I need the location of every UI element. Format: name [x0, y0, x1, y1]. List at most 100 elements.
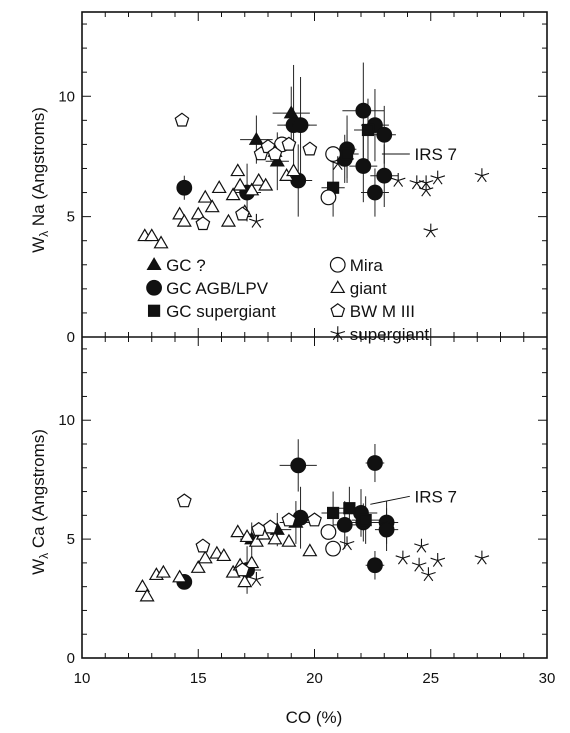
- mira-point: [320, 189, 337, 206]
- supergiant-point: [418, 175, 434, 190]
- giant-point: [258, 177, 274, 191]
- legend-bw-m-iii-marker: [330, 303, 346, 317]
- gc-point: [269, 153, 285, 167]
- irs7-annotation: IRS 7: [414, 145, 457, 164]
- giant-point: [244, 555, 260, 569]
- giant-point: [190, 206, 206, 220]
- y-tick-label: 10: [58, 88, 75, 105]
- giant-point: [172, 206, 188, 220]
- y-axis-label-bottom: Wλ Ca (Angstroms): [29, 429, 51, 575]
- giant-point: [197, 550, 213, 564]
- legend-supergiant-marker: [330, 326, 346, 341]
- y-axis-label-bottom-sub: λ: [37, 553, 51, 559]
- bw-m-iii-point: [262, 519, 278, 534]
- irs7-leader-line: [370, 495, 410, 505]
- supergiant-point: [411, 557, 427, 572]
- giant-point: [204, 199, 220, 213]
- legend-label-giant: giant: [350, 279, 387, 298]
- giant-point: [237, 574, 253, 588]
- gc-supergiant-point: [359, 513, 372, 527]
- bw-m-iii-point: [235, 562, 250, 577]
- supergiant-point: [390, 173, 406, 187]
- supergiant-point: [395, 550, 411, 565]
- bw-m-iii-point: [176, 493, 192, 508]
- bw-m-iii-point: [195, 216, 211, 231]
- bw-m-iii-point: [302, 141, 318, 156]
- supergiant-point: [474, 168, 490, 183]
- mira-point: [325, 146, 342, 162]
- mira-point: [325, 540, 342, 557]
- legend-gc-marker: [146, 257, 162, 271]
- giant-point: [216, 548, 232, 562]
- legend-label-gc: GC ?: [166, 256, 206, 275]
- x-tick-label: 10: [74, 670, 91, 687]
- gc-point: [283, 105, 299, 119]
- axis-ticks: 10 15 20 25 30 0 5 10 0 5 10: [58, 12, 555, 687]
- giant-point: [232, 177, 248, 191]
- giant-point: [239, 529, 255, 543]
- bw-m-iii-point: [307, 512, 322, 527]
- legend-mira-marker: [329, 256, 346, 273]
- gc-supergiant-point: [327, 506, 340, 520]
- giant-point: [153, 235, 169, 249]
- giant-point: [144, 228, 160, 242]
- x-tick-label: 15: [190, 670, 207, 687]
- giant-point: [211, 180, 227, 194]
- giant-point: [190, 559, 206, 573]
- legend-label-bw-m-iii: BW M III: [350, 302, 415, 321]
- supergiant-point: [418, 182, 434, 197]
- supergiant-point: [330, 156, 346, 171]
- giant-point: [302, 543, 318, 557]
- y-axis-label-top-sub: λ: [37, 231, 51, 237]
- mira-point: [320, 524, 337, 540]
- supergiant-point: [430, 552, 446, 567]
- data-markers: [134, 102, 490, 602]
- legend-label-gc-agb-lpv: GC AGB/LPV: [166, 279, 269, 298]
- supergiant-point: [339, 536, 355, 551]
- supergiant-point: [421, 567, 436, 582]
- y-tick-label: 5: [67, 209, 75, 226]
- bw-m-iii-point: [281, 512, 297, 527]
- giant-point: [139, 588, 155, 602]
- supergiant-point: [249, 213, 264, 228]
- giant-point: [267, 531, 283, 545]
- x-tick-label: 25: [422, 670, 439, 687]
- y-axis-label-bottom-main: W: [29, 559, 48, 575]
- supergiant-point: [414, 538, 429, 553]
- gc-supergiant-point: [343, 502, 356, 515]
- gc-agb-lpv-point: [378, 521, 395, 538]
- giant-point: [244, 182, 260, 196]
- giant-point: [281, 533, 297, 547]
- legend-label-gc-supergiant: GC supergiant: [166, 302, 276, 321]
- gc-agb-lpv-point: [355, 102, 372, 119]
- giant-point: [248, 533, 264, 547]
- x-tick-label: 30: [539, 670, 556, 687]
- bw-m-iii-point: [174, 112, 190, 127]
- y-tick-label: 5: [67, 531, 75, 548]
- y-tick-label: 0: [67, 650, 75, 667]
- giant-point: [172, 569, 188, 583]
- giant-point: [230, 524, 246, 538]
- gc-agb-lpv-point: [367, 184, 383, 201]
- giant-point: [155, 564, 171, 578]
- supergiant-point: [423, 223, 439, 238]
- giant-point: [134, 578, 150, 592]
- y-axis-label-top-main: W: [29, 237, 48, 253]
- gc-supergiant-point: [340, 147, 354, 161]
- gc-supergiant-point: [361, 123, 375, 137]
- legend: GC ? GC AGB/LPV GC supergiant Mira giant BW M…: [146, 256, 430, 344]
- y-tick-label: 10: [58, 412, 75, 429]
- legend-gc-supergiant-marker: [147, 304, 161, 317]
- legend-label-mira: Mira: [350, 256, 384, 275]
- bw-m-iii-point: [267, 146, 283, 161]
- legend-giant-marker: [330, 280, 346, 294]
- bw-m-iii-point: [281, 136, 297, 151]
- giant-point: [286, 163, 302, 177]
- legend-label-supergiant: supergiant: [350, 325, 430, 344]
- x-axis-label: CO (%): [286, 708, 343, 727]
- y-axis-label-top: Wλ Na (Angstroms): [29, 107, 51, 253]
- legend-gc-agb-lpv-marker: [146, 279, 162, 296]
- gc-agb-lpv-point: [367, 455, 383, 471]
- supergiant-point: [474, 550, 490, 565]
